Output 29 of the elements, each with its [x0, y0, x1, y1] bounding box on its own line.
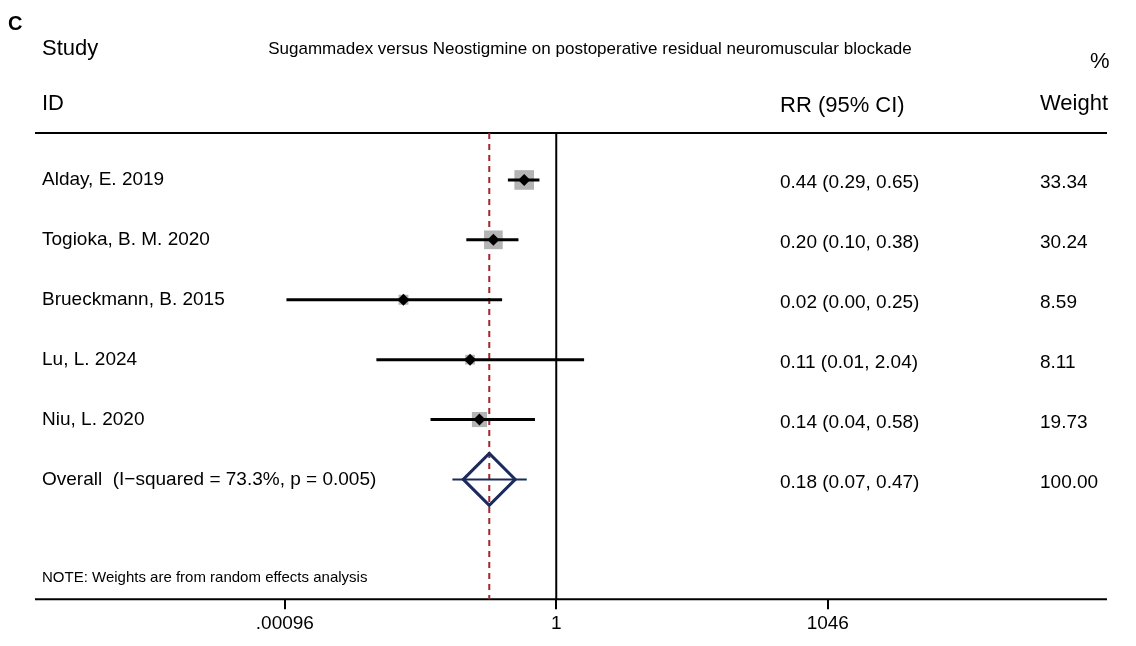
- x-tick-label: .00096: [255, 611, 314, 633]
- y-tick-label: Niu, L. 2020: [42, 407, 145, 429]
- annotation: 8.11: [1040, 350, 1076, 372]
- text: RR (95% CI): [780, 92, 905, 117]
- text: NOTE: Weights are from random effects analysis: [42, 568, 368, 585]
- text: ID: [42, 90, 64, 115]
- y-tick-label: Lu, L. 2024: [42, 347, 138, 369]
- y-tick-label: Alday, E. 2019: [42, 168, 165, 190]
- y-tick-label: Togioka, B. M. 2020: [42, 228, 210, 250]
- y-tick-label: Overall (I−squared = 73.3%, p = 0.005): [42, 467, 377, 489]
- text: C: [8, 12, 23, 34]
- annotation: 0.44 (0.29, 0.65): [780, 171, 920, 193]
- text: %: [1090, 48, 1110, 73]
- annotation: 0.18 (0.07, 0.47): [780, 470, 920, 492]
- annotation: 30.24: [1040, 231, 1088, 253]
- text: Study: [42, 35, 99, 60]
- annotation: 100.00: [1040, 470, 1099, 492]
- annotation: 8.59: [1040, 290, 1077, 312]
- annotation: 0.11 (0.01, 2.04): [780, 350, 919, 372]
- text: Weight: [1040, 90, 1109, 115]
- annotation: 0.20 (0.10, 0.38): [780, 231, 920, 253]
- x-tick-label: 1046: [806, 611, 849, 633]
- y-tick-label: Brueckmann, B. 2015: [42, 287, 225, 309]
- chart-title: Sugammadex versus Neostigmine on postoperative residual neuromuscular blockade: [268, 39, 912, 58]
- x-tick-label: 1: [550, 611, 562, 633]
- annotation: 19.73: [1040, 410, 1088, 432]
- annotation: 0.02 (0.00, 0.25): [780, 290, 920, 312]
- annotation: 0.14 (0.04, 0.58): [780, 410, 920, 432]
- annotation: 33.34: [1040, 171, 1088, 193]
